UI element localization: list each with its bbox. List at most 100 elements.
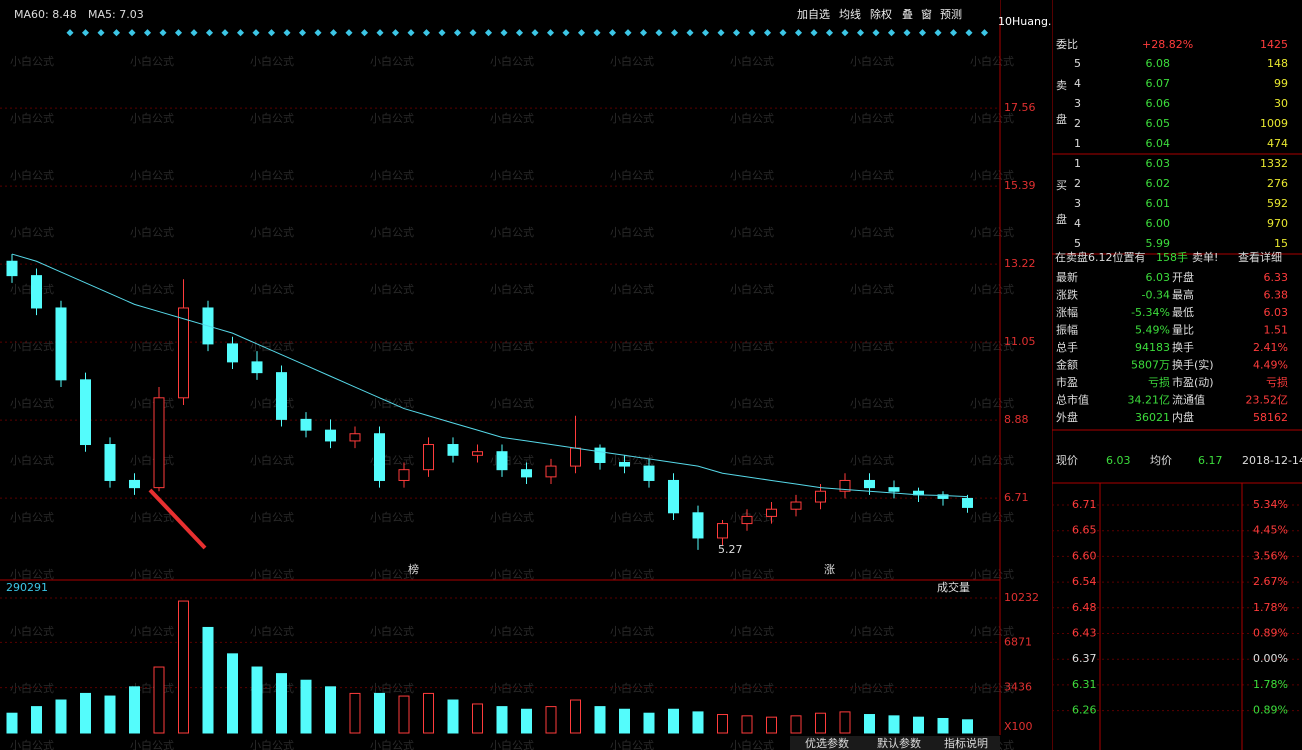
candle-body <box>864 479 875 489</box>
kline-chart: 小白公式 小白公式 小白公式 小白公式 小白公式 小白公式 小白公式 小白公式 小白公式小白公式… <box>0 0 1052 750</box>
quote-label: 总市值 <box>1056 393 1089 407</box>
y-tick-label: 10232 <box>1004 591 1039 604</box>
quote-label: 量比 <box>1172 324 1194 337</box>
level: 4 <box>1074 77 1081 90</box>
watermark-pattern: 小白公式 <box>370 738 414 750</box>
level-volume: 99 <box>1274 77 1288 90</box>
quote-value: -5.34% <box>1131 306 1170 319</box>
intraday-price: 6.43 <box>1072 627 1097 640</box>
candle-body <box>888 487 900 492</box>
volume-bar <box>496 706 508 734</box>
intraday-pct: 5.34% <box>1253 498 1288 511</box>
watermark-pattern: 小白公式 <box>730 54 774 68</box>
candle-body <box>815 490 826 503</box>
level-volume: 148 <box>1267 57 1288 70</box>
toolbar-button[interactable]: 均线 <box>839 7 861 21</box>
watermark-pattern: 小白公式 <box>130 510 174 524</box>
quote-value: 6.03 <box>1146 271 1171 284</box>
watermark-pattern: 小白公式 <box>970 624 1014 638</box>
watermark-pattern: 小白公式 <box>250 738 294 750</box>
toolbar-button[interactable]: 窗 <box>921 7 932 21</box>
volume-bar <box>741 715 753 734</box>
watermark-pattern: 小白公式 <box>490 339 534 353</box>
signal-dot <box>856 29 865 37</box>
signal-dot <box>980 29 989 37</box>
watermark-pattern: 小白公式 <box>490 225 534 239</box>
volume-total: 290291 <box>6 581 48 594</box>
watermark-pattern: 小白公式 <box>490 738 534 750</box>
signal-dot <box>949 29 958 37</box>
watermark-pattern: 小白公式 <box>610 624 654 638</box>
toolbar-button[interactable]: 叠 <box>902 8 913 21</box>
candle-body <box>153 397 165 489</box>
watermark-pattern: 小白公式 <box>130 111 174 125</box>
watermark-pattern: 小白公式 <box>850 225 894 239</box>
watermark-pattern: 小白公式 <box>730 111 774 125</box>
level-price: 6.05 <box>1146 117 1171 130</box>
tab[interactable]: 指标说明 <box>944 736 988 750</box>
intraday-header: 现价 <box>1056 454 1078 467</box>
toolbar-button[interactable]: 预测 <box>940 8 962 21</box>
quote-label: 最低 <box>1172 306 1194 319</box>
candle-body <box>839 479 851 492</box>
watermark-pattern: 小白公式 <box>130 168 174 182</box>
watermark-pattern: 小白公式 <box>250 54 294 68</box>
notice[interactable]: 查看详细 <box>1238 250 1282 264</box>
watermark-pattern: 小白公式 <box>610 339 654 353</box>
watermark-pattern: 小白公式 <box>370 510 414 524</box>
volume-bar <box>276 673 287 734</box>
watermark-pattern: 小白公式 <box>10 339 54 353</box>
volume-bar <box>227 653 238 734</box>
candle-body <box>349 433 361 442</box>
watermark-pattern: 小白公式 <box>130 453 174 467</box>
volume-bar <box>447 699 459 734</box>
signal-dot <box>298 29 307 37</box>
signal-dot <box>345 29 353 37</box>
signal-dot <box>825 29 834 37</box>
watermark-pattern: 小白公式 <box>10 624 54 638</box>
volume-bar <box>619 708 630 734</box>
watermark-pattern: 小白公式 <box>490 396 534 410</box>
tab[interactable]: 优选参数 <box>805 736 849 750</box>
watermark-pattern: 小白公式 <box>730 396 774 410</box>
volume-bar <box>766 716 777 734</box>
watermark-pattern: 小白公式 <box>730 282 774 296</box>
quote-label: 换手(实) <box>1172 358 1214 372</box>
watermark-pattern: 小白公式 <box>850 453 894 467</box>
signal-dot <box>903 29 911 37</box>
tab[interactable]: 默认参数 <box>877 736 921 750</box>
quote-value: 94183 <box>1135 341 1170 354</box>
watermark-pattern: 小白公式 <box>970 168 1014 182</box>
volume-bar <box>104 695 116 734</box>
quote-value: 2.41% <box>1253 341 1288 354</box>
candle-body <box>447 444 459 456</box>
volume-bar <box>545 706 557 734</box>
quote-label: 开盘 <box>1172 270 1194 284</box>
volume-bar <box>398 695 410 734</box>
toolbar-button[interactable]: 加自选 <box>797 8 830 21</box>
volume-bar <box>937 717 949 734</box>
volume-title[interactable]: 成交量 <box>937 580 970 594</box>
level-volume: 1332 <box>1260 157 1288 170</box>
signal-dot <box>717 29 725 37</box>
candle-body <box>80 379 91 446</box>
watermark-pattern: 小白公式 <box>730 738 774 750</box>
intraday-pct: 0.89% <box>1253 627 1288 640</box>
volume-bar <box>55 699 67 734</box>
signal-dot <box>190 29 198 37</box>
watermark-pattern: 小白公式 <box>10 396 54 410</box>
candle-body <box>178 307 189 399</box>
candle-body <box>937 494 949 499</box>
volume-bar <box>888 715 900 734</box>
quote-label: 市盈 <box>1056 375 1078 389</box>
quote-value: 34.21亿 <box>1128 394 1171 407</box>
watermark-pattern: 小白公式 <box>490 624 534 638</box>
quote-label: 最高 <box>1172 288 1194 302</box>
intraday-price: 6.31 <box>1072 678 1097 691</box>
signal-dot <box>670 29 679 37</box>
intraday-pct: 4.45% <box>1253 524 1288 537</box>
toolbar-button[interactable]: 除权 <box>870 7 892 21</box>
volume-bar <box>692 711 704 734</box>
quote-value: 5.49% <box>1135 324 1170 337</box>
